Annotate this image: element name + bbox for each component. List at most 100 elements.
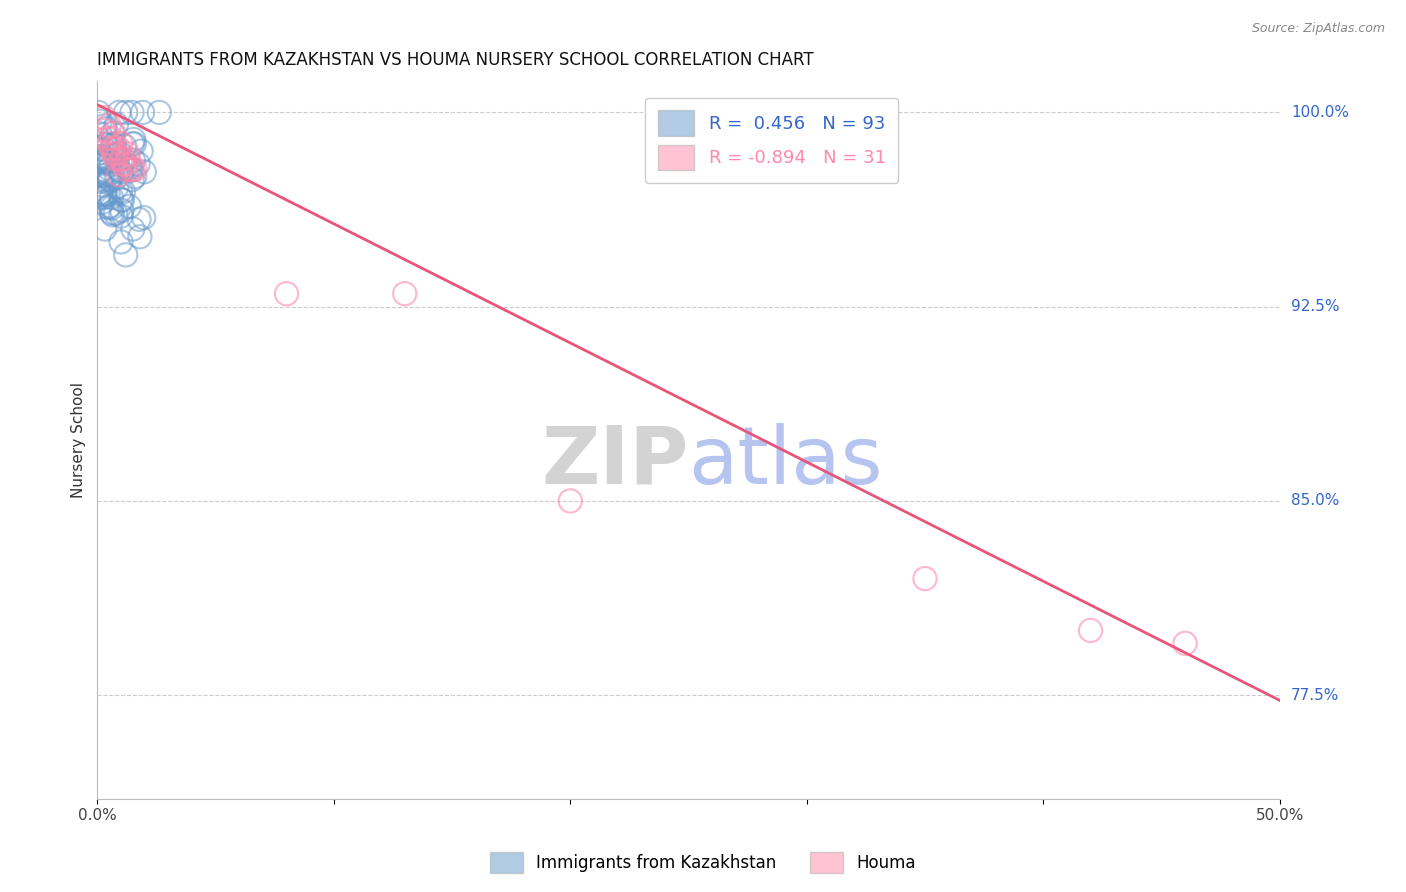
Point — [98, 119, 121, 133]
Point — [93, 190, 115, 204]
Point — [98, 172, 121, 186]
Text: Source: ZipAtlas.com: Source: ZipAtlas.com — [1251, 22, 1385, 36]
Point — [89, 127, 111, 141]
Point — [124, 136, 146, 151]
Point — [98, 173, 121, 187]
Point — [105, 117, 128, 131]
Point — [110, 209, 132, 223]
Point — [105, 147, 128, 161]
Text: atlas: atlas — [689, 423, 883, 500]
Point — [112, 157, 135, 171]
Text: 77.5%: 77.5% — [1291, 688, 1339, 703]
Point — [91, 152, 114, 166]
Point — [110, 136, 132, 151]
Point — [120, 161, 142, 175]
Point — [97, 187, 120, 202]
Point — [1174, 636, 1197, 650]
Point — [914, 572, 936, 586]
Text: 92.5%: 92.5% — [1291, 299, 1340, 314]
Y-axis label: Nursery School: Nursery School — [72, 382, 86, 498]
Point — [97, 176, 120, 190]
Point — [117, 146, 139, 161]
Point — [148, 105, 170, 120]
Text: 85.0%: 85.0% — [1291, 493, 1339, 508]
Point — [394, 286, 416, 301]
Point — [87, 105, 110, 120]
Point — [107, 142, 129, 156]
Point — [91, 169, 114, 183]
Point — [94, 121, 117, 136]
Legend: Immigrants from Kazakhstan, Houma: Immigrants from Kazakhstan, Houma — [484, 846, 922, 880]
Point — [111, 203, 134, 218]
Point — [134, 165, 156, 179]
Point — [110, 235, 132, 249]
Point — [97, 168, 120, 182]
Point — [94, 188, 117, 202]
Point — [103, 142, 125, 156]
Point — [91, 178, 114, 192]
Point — [121, 136, 143, 151]
Point — [114, 157, 136, 171]
Point — [91, 162, 114, 177]
Point — [94, 222, 117, 236]
Point — [122, 132, 145, 146]
Point — [94, 153, 117, 168]
Point — [100, 191, 122, 205]
Point — [90, 153, 112, 168]
Point — [101, 127, 124, 141]
Point — [114, 248, 136, 262]
Point — [110, 184, 132, 198]
Point — [114, 139, 136, 153]
Legend: R =  0.456   N = 93, R = -0.894   N = 31: R = 0.456 N = 93, R = -0.894 N = 31 — [645, 97, 898, 183]
Point — [111, 155, 134, 169]
Point — [105, 152, 128, 166]
Point — [105, 180, 128, 194]
Point — [97, 201, 120, 215]
Point — [90, 175, 112, 189]
Point — [87, 150, 110, 164]
Point — [105, 153, 128, 168]
Point — [89, 186, 111, 200]
Point — [118, 199, 141, 213]
Point — [104, 147, 127, 161]
Point — [110, 165, 132, 179]
Point — [108, 146, 131, 161]
Point — [101, 208, 124, 222]
Point — [107, 168, 129, 182]
Point — [104, 206, 127, 220]
Point — [89, 114, 111, 128]
Point — [100, 154, 122, 169]
Point — [94, 152, 117, 166]
Point — [132, 211, 155, 225]
Point — [101, 201, 124, 215]
Point — [121, 162, 143, 177]
Point — [100, 142, 122, 156]
Point — [118, 161, 141, 175]
Point — [124, 169, 146, 184]
Point — [1080, 624, 1102, 638]
Point — [91, 195, 114, 210]
Point — [560, 494, 582, 508]
Point — [122, 153, 145, 168]
Point — [103, 137, 125, 152]
Point — [96, 154, 118, 169]
Point — [93, 154, 115, 169]
Point — [98, 170, 121, 185]
Point — [103, 138, 125, 153]
Point — [121, 222, 143, 236]
Point — [129, 229, 152, 244]
Text: 100.0%: 100.0% — [1291, 105, 1348, 120]
Point — [93, 186, 115, 201]
Point — [124, 162, 146, 177]
Point — [120, 162, 142, 177]
Point — [131, 105, 153, 120]
Point — [89, 187, 111, 202]
Point — [93, 119, 115, 133]
Point — [98, 136, 121, 151]
Point — [117, 152, 139, 166]
Point — [112, 152, 135, 166]
Point — [128, 212, 150, 227]
Point — [120, 163, 142, 178]
Point — [91, 150, 114, 164]
Point — [112, 185, 135, 199]
